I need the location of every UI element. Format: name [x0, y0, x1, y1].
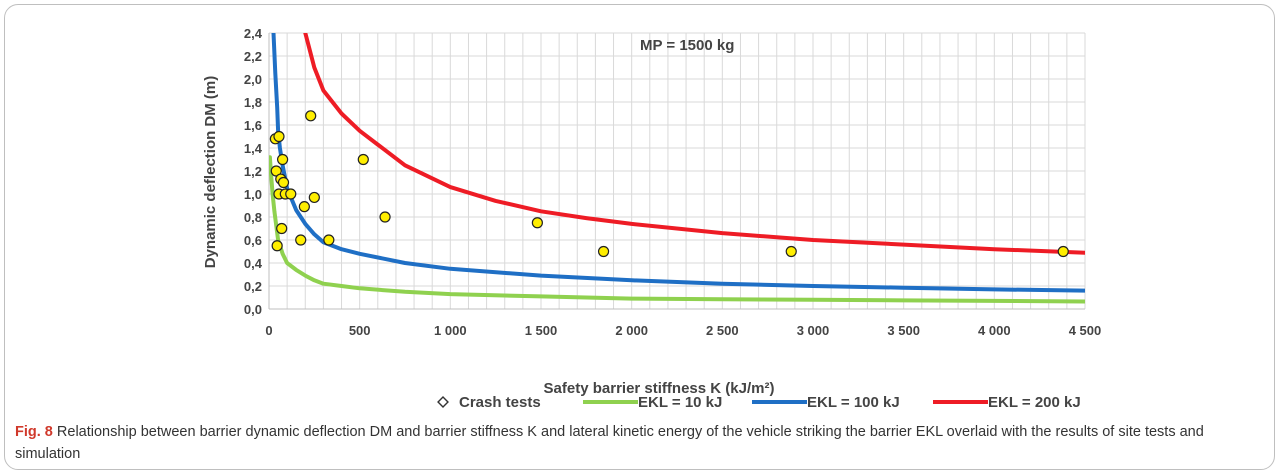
x-axis-title: Safety barrier stiffness K (kJ/m²)	[544, 380, 775, 397]
x-tick-label: 3 500	[887, 323, 920, 338]
y-tick-label: 2,2	[244, 49, 262, 64]
series-line-ekl-10-kj	[269, 155, 1085, 304]
crash-test-point	[273, 130, 285, 143]
crash-test-point	[271, 240, 283, 252]
caption-label: Fig. 8	[15, 424, 53, 440]
crash-test-point	[277, 176, 290, 189]
axes: 0 500 1 000 1 500 2 000 2 500 3 000 3 500 4 000 4…	[244, 26, 1101, 338]
series-line-ekl-100-kj	[271, 33, 1085, 293]
crash-test-point	[785, 245, 797, 258]
series-line-ekl-200-kj	[303, 33, 1085, 255]
crash-test-point	[308, 191, 320, 204]
y-tick-label: 2,0	[244, 72, 262, 87]
y-tick-label: 1,4	[244, 141, 263, 156]
crash-test-point	[305, 110, 317, 122]
y-tick-label: 0,6	[244, 233, 262, 248]
crash-test-point	[357, 153, 369, 166]
x-tick-label: 4 500	[1069, 323, 1102, 338]
chart: 0 500 1 000 1 500 2 000 2 500 3 000 3 500 4 000 4…	[202, 26, 1101, 411]
crash-test-point	[379, 211, 391, 223]
crash-test-point	[285, 188, 297, 200]
y-tick-label: 0,2	[244, 279, 262, 294]
figure-caption: Fig. 8 Relationship between barrier dyna…	[15, 421, 1265, 465]
crash-test-point	[597, 245, 610, 258]
x-tick-label: 0	[265, 323, 272, 338]
y-tick-label: 0,4	[244, 256, 263, 271]
y-tick-label: 0,0	[244, 302, 262, 317]
y-tick-label: 1,0	[244, 187, 262, 202]
legend-label: EKL = 10 kJ	[638, 394, 722, 411]
legend-label: Crash tests	[459, 394, 541, 411]
y-axis-title: Dynamic deflection DM (m)	[202, 76, 219, 269]
crash-test-point	[295, 234, 307, 246]
crash-test-point	[531, 217, 543, 229]
crash-test-point	[277, 153, 289, 166]
x-tick-label: 2 000	[615, 323, 648, 338]
x-tick-label: 4 000	[978, 323, 1011, 338]
y-tick-label: 2,4	[244, 26, 263, 41]
y-tick-label: 1,8	[244, 95, 262, 110]
legend-label: EKL = 100 kJ	[807, 394, 900, 411]
legend-marker-crash-tests	[437, 396, 449, 408]
y-tick-label: 0,8	[244, 210, 262, 225]
x-tick-label: 2 500	[706, 323, 739, 338]
x-tick-label: 3 000	[797, 323, 830, 338]
crash-test-point	[1057, 245, 1069, 258]
series	[269, 33, 1085, 304]
x-tick-label: 1 000	[434, 323, 467, 338]
y-tick-label: 1,2	[244, 164, 262, 179]
y-tick-label: 1,6	[244, 118, 262, 133]
chart-annotation: MP = 1500 kg	[640, 37, 734, 54]
crash-test-point	[276, 222, 288, 235]
caption-text: Relationship between barrier dynamic def…	[15, 424, 1204, 462]
x-tick-label: 1 500	[525, 323, 558, 338]
crash-test-point	[323, 234, 335, 246]
figure-frame	[4, 4, 1275, 470]
legend: Crash tests EKL = 10 kJ EKL = 100 kJ EKL = …	[437, 394, 1081, 411]
crash-test-point	[298, 201, 310, 213]
legend-label: EKL = 200 kJ	[988, 394, 1081, 411]
x-tick-label: 500	[349, 323, 371, 338]
grid	[268, 32, 1086, 310]
